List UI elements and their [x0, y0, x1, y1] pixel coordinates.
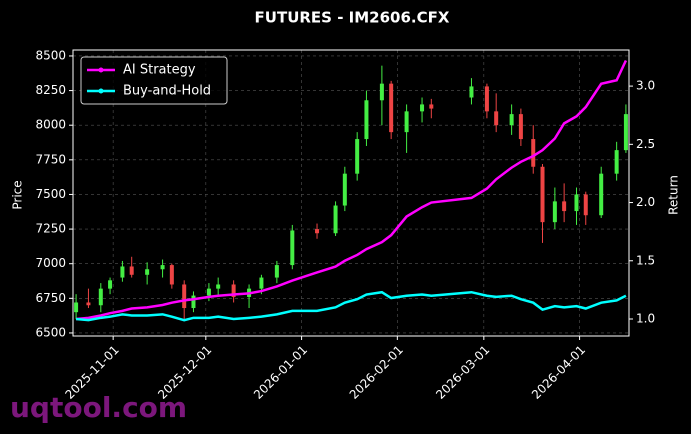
legend-label: AI Strategy	[123, 63, 196, 78]
y-tick-label: 6750	[35, 291, 66, 305]
candle-body	[129, 266, 134, 275]
candle-body	[531, 139, 536, 167]
candle-body	[379, 83, 384, 101]
legend-box	[80, 56, 228, 105]
y-tick-label: 7000	[35, 256, 66, 270]
candle-body	[259, 277, 264, 289]
candle-body	[86, 302, 91, 306]
y2-tick-label: 3.0	[636, 79, 655, 93]
candle-body	[231, 284, 236, 297]
y-tick-label: 7750	[35, 152, 66, 166]
chart-title: FUTURES - IM2606.CFX	[255, 9, 450, 27]
candle-body	[191, 295, 196, 309]
candle-body	[216, 284, 221, 289]
candle-body	[120, 266, 125, 278]
candle-body	[469, 86, 474, 98]
y-tick-label: 8250	[35, 83, 66, 97]
legend-label: Buy-and-Hold	[123, 84, 211, 99]
candle-body	[342, 173, 347, 206]
y2-tick-label: 2.5	[636, 137, 655, 151]
y-tick-label: 8000	[35, 118, 66, 132]
watermark: uqtool.com	[10, 391, 187, 424]
candle-body	[145, 269, 150, 275]
y-tick-label: 7500	[35, 187, 66, 201]
candle-body	[169, 265, 174, 285]
candle-body	[160, 265, 165, 270]
candle-body	[614, 150, 619, 174]
candle-body	[355, 139, 360, 174]
plot-frame	[72, 49, 630, 337]
candle-body	[552, 201, 557, 223]
candle-body	[429, 104, 434, 109]
candle-body	[364, 100, 369, 140]
y-tick-label: 6500	[35, 325, 66, 339]
candle-body	[484, 86, 489, 112]
candle-body	[315, 229, 320, 234]
y-tick-label: 8500	[35, 48, 66, 62]
y2-tick-label: 1.0	[636, 311, 655, 325]
line-series	[75, 290, 627, 322]
legend-marker	[98, 67, 104, 73]
candle-body	[389, 83, 394, 133]
y-tick-label: 7250	[35, 222, 66, 236]
candle-body	[290, 230, 295, 266]
candle-body	[333, 205, 338, 234]
candle-body	[98, 288, 103, 306]
y2-axis-label: Return	[667, 175, 681, 215]
candle-body	[509, 114, 514, 126]
candle-body	[420, 104, 425, 112]
y-axis-label: Price	[11, 180, 25, 209]
candle-body	[494, 111, 499, 126]
candle-body	[274, 265, 279, 278]
candle-body	[599, 173, 604, 216]
candle-body	[623, 114, 628, 151]
candle-body	[182, 284, 187, 309]
candle-body	[206, 288, 211, 296]
candle-body	[108, 280, 113, 289]
candle-body	[404, 111, 409, 133]
candle-body	[574, 194, 579, 212]
candle-body	[562, 201, 567, 212]
candle-body	[540, 166, 545, 223]
legend-marker	[98, 88, 104, 94]
line-series	[75, 59, 628, 321]
candle-body	[74, 302, 79, 313]
y2-tick-label: 1.5	[636, 253, 655, 267]
y2-tick-label: 2.0	[636, 195, 655, 209]
candle-body	[518, 114, 523, 140]
candle-body	[583, 194, 588, 216]
